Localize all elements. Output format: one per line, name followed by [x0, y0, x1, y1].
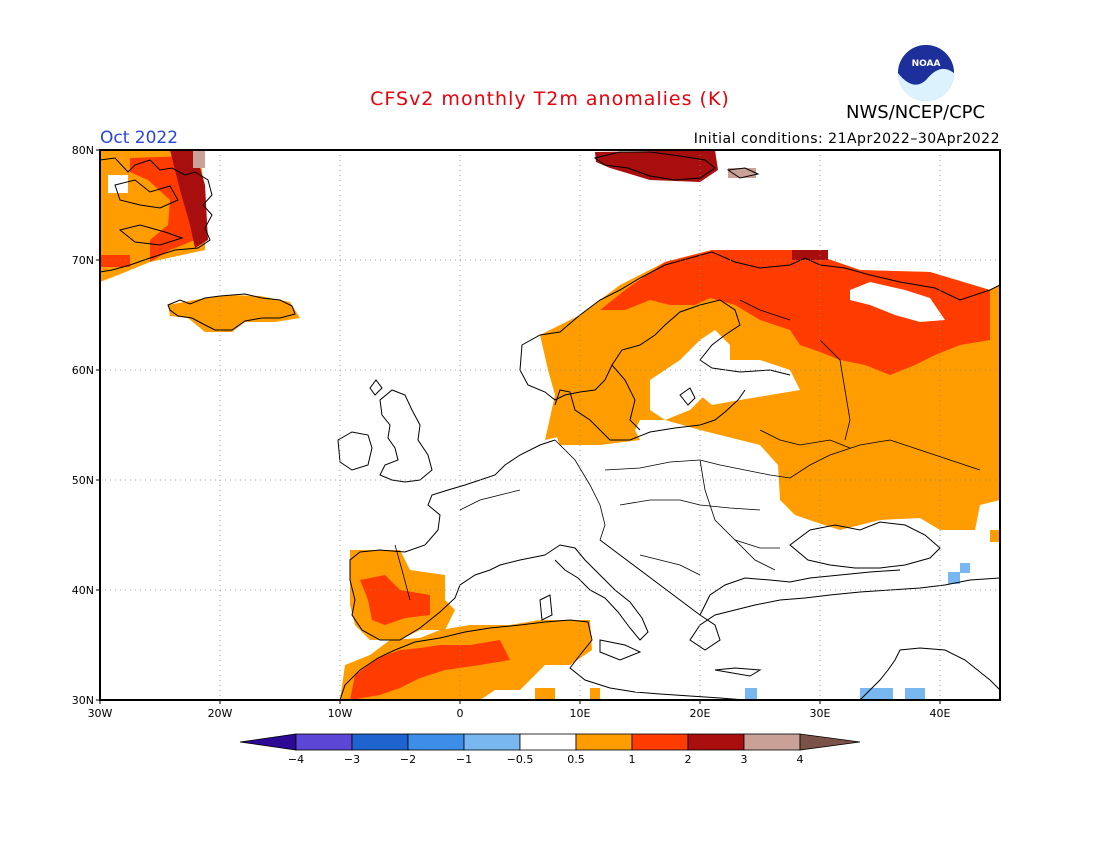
coastlines: [100, 151, 1000, 700]
colorbar-swatch-4: [463, 733, 521, 751]
lon-label-30w: 30W: [88, 707, 113, 720]
colorbar-swatch-10: [799, 733, 861, 751]
lon-label-40e: 40E: [930, 707, 951, 720]
lon-label-20w: 20W: [208, 707, 233, 720]
lat-label-40n: 40N: [72, 584, 94, 597]
map-title: CFSv2 monthly T2m anomalies (K): [370, 88, 730, 110]
lat-label-50n: 50N: [72, 474, 94, 487]
latitude-labels: 30N 40N 50N 60N 70N 80N: [72, 144, 94, 707]
anomaly-morocco-algeria: [350, 640, 510, 700]
colorbar-label: 3: [741, 753, 748, 766]
lat-label-80n: 80N: [72, 144, 94, 157]
colorbar: [239, 733, 861, 751]
lon-label-0: 0: [457, 707, 464, 720]
colorbar-label: −0.5: [507, 753, 534, 766]
colorbar-label: −2: [400, 753, 416, 766]
lat-label-60n: 60N: [72, 364, 94, 377]
colorbar-label: −4: [288, 753, 304, 766]
lon-label-20e: 20E: [690, 707, 711, 720]
lon-label-30e: 30E: [810, 707, 831, 720]
colorbar-swatch-3: [407, 733, 465, 751]
anomaly-north-fennoscandia: [600, 250, 990, 375]
longitude-labels: 30W 20W 10W 0 10E 20E 30E 40E: [88, 707, 951, 720]
noaa-logo-text: NOAA: [912, 59, 941, 69]
initial-conditions: Initial conditions: 21Apr2022–30Apr2022: [693, 131, 1000, 147]
colorbar-label: 4: [797, 753, 804, 766]
colorbar-label: 2: [685, 753, 692, 766]
colorbar-label: −1: [456, 753, 472, 766]
lon-label-10e: 10E: [570, 707, 591, 720]
lat-label-30n: 30N: [72, 694, 94, 707]
colorbar-swatch-1: [295, 733, 353, 751]
colorbar-swatch-6: [575, 733, 633, 751]
colorbar-swatch-8: [687, 733, 745, 751]
anomaly-eastern-mediterranean: [745, 530, 1000, 700]
anomaly-central-spain: [360, 575, 430, 625]
anomaly-greenland-peak: [193, 150, 205, 168]
colorbar-swatch-9: [743, 733, 801, 751]
colorbar-swatch-0: [239, 733, 297, 751]
colorbar-swatch-7: [631, 733, 689, 751]
colorbar-swatch-2: [351, 733, 409, 751]
colorbar-label: 0.5: [567, 753, 585, 766]
colorbar-swatch-5: [519, 733, 577, 751]
colorbar-labels: −4 −3 −2 −1 −0.5 0.5 1 2 3 4: [288, 753, 804, 766]
lon-label-10w: 10W: [328, 707, 353, 720]
map-frame: [99, 149, 1001, 701]
colorbar-label: −3: [344, 753, 360, 766]
noaa-logo: NOAA: [896, 43, 956, 103]
forecast-month: Oct 2022: [100, 128, 179, 148]
anomaly-svalbard: [595, 150, 718, 182]
anomaly-shading: [100, 150, 1000, 700]
graticule: [100, 150, 1000, 700]
colorbar-label: 1: [629, 753, 636, 766]
lat-label-70n: 70N: [72, 254, 94, 267]
agency-label: NWS/NCEP/CPC: [846, 102, 986, 123]
